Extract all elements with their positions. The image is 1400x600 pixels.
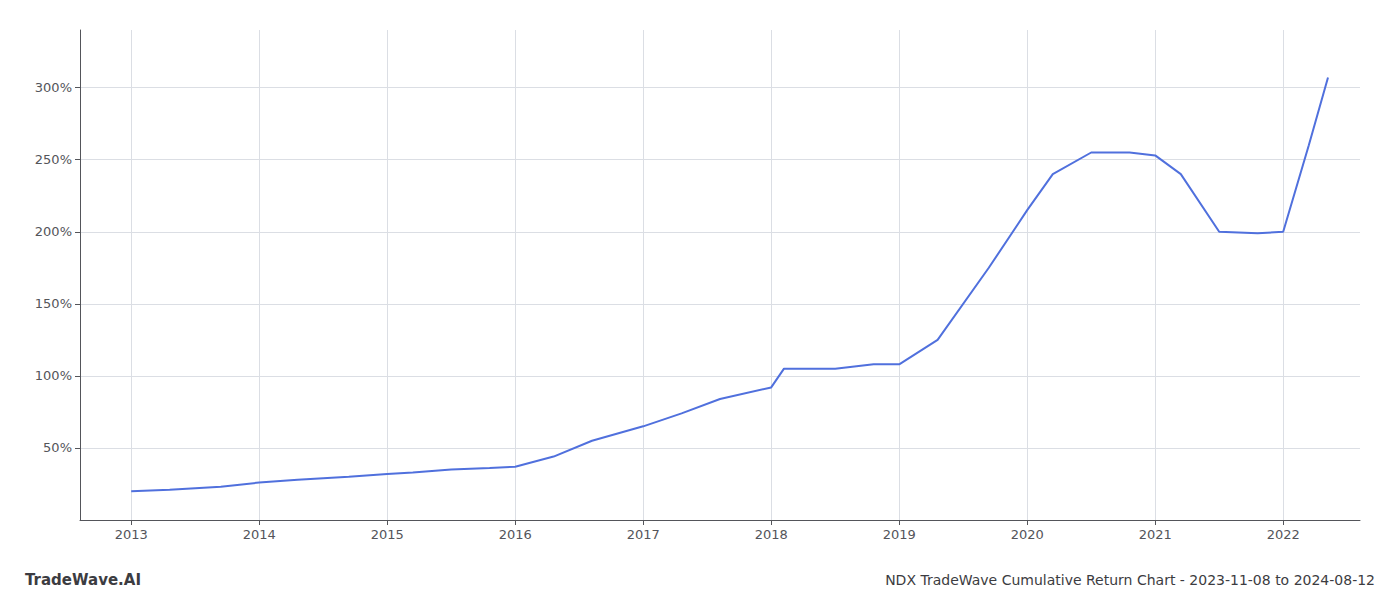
svg-text:2014: 2014 (243, 527, 276, 542)
svg-text:2022: 2022 (1267, 527, 1300, 542)
svg-text:TradeWave.AI: TradeWave.AI (25, 571, 141, 589)
svg-text:150%: 150% (35, 296, 72, 311)
svg-text:300%: 300% (35, 80, 72, 95)
svg-text:2019: 2019 (883, 527, 916, 542)
svg-text:2015: 2015 (371, 527, 404, 542)
svg-text:200%: 200% (35, 224, 72, 239)
svg-text:2017: 2017 (627, 527, 660, 542)
svg-text:50%: 50% (43, 440, 72, 455)
svg-text:2016: 2016 (499, 527, 532, 542)
svg-text:100%: 100% (35, 368, 72, 383)
svg-text:2020: 2020 (1011, 527, 1044, 542)
svg-text:2013: 2013 (115, 527, 148, 542)
svg-text:2021: 2021 (1139, 527, 1172, 542)
svg-text:2018: 2018 (755, 527, 788, 542)
svg-text:250%: 250% (35, 152, 72, 167)
svg-text:NDX TradeWave Cumulative Retur: NDX TradeWave Cumulative Return Chart - … (885, 572, 1375, 588)
